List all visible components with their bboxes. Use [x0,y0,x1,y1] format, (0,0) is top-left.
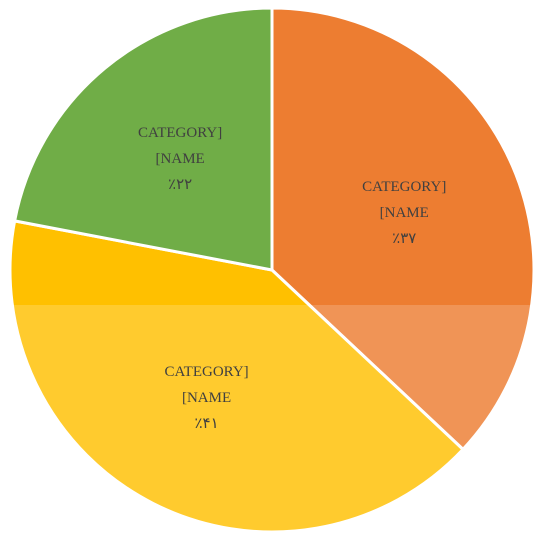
pie-area [0,0,533,537]
watermark-overlay [0,305,533,537]
category-label: CATEGORY] [NAME [349,174,459,226]
value-label: ٪۴۱ [152,411,262,437]
value-label: ٪۲۲ [125,172,235,198]
category-label: CATEGORY] [NAME [125,120,235,172]
data-label: CATEGORY] [NAME٪۲۲ [125,120,235,198]
category-label: CATEGORY] [NAME [152,359,262,411]
data-label: CATEGORY] [NAME٪۳۷ [349,174,459,252]
data-label: CATEGORY] [NAME٪۴۱ [152,359,262,437]
value-label: ٪۳۷ [349,226,459,252]
chart: CATEGORY] [NAME٪۳۷CATEGORY] [NAME٪۴۱CATE… [0,0,533,537]
